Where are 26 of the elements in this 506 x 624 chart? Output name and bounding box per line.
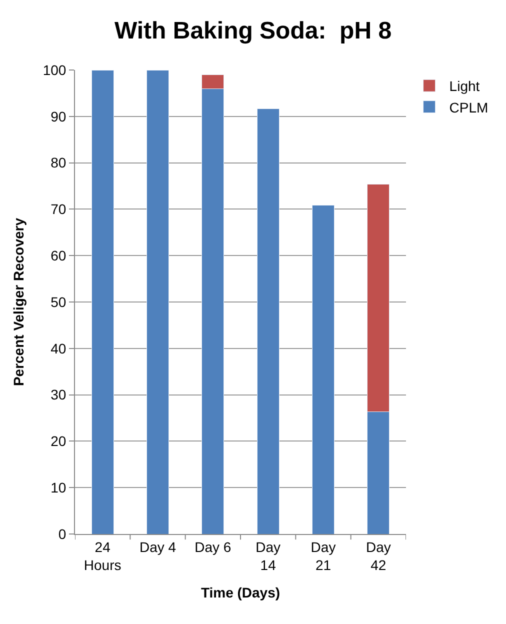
y-tick-label: 90 [50, 108, 66, 124]
y-tick-label: 70 [50, 201, 66, 218]
x-tick-label: Day 4 [139, 538, 176, 555]
chart-title: With Baking Soda: pH 8 [114, 18, 392, 45]
x-tick-label: Day 6 [194, 538, 232, 555]
legend-label: CPLM [449, 99, 488, 116]
y-tick-label: 40 [50, 340, 66, 356]
x-tick-label: Day 42 [366, 538, 391, 573]
y-tick-label: 60 [50, 248, 66, 264]
y-tick-label: 100 [42, 62, 66, 78]
bar [91, 70, 114, 534]
y-tick-label: 0 [58, 526, 66, 542]
y-tick-label: 10 [50, 480, 66, 496]
x-tick-label: Day 14 [256, 538, 281, 573]
y-tick-label: 20 [50, 433, 66, 450]
y-axis-title: Percent Veliger Recovery [10, 218, 26, 386]
bar [256, 108, 280, 534]
y-tick-label: 50 [50, 294, 66, 310]
bar [312, 204, 335, 534]
x-tick-label: Day 21 [310, 538, 336, 573]
x-tick-label: 24 Hours [84, 538, 122, 573]
y-tick-label: 30 [50, 386, 66, 403]
bar [146, 70, 170, 534]
legend-label: Light [449, 78, 480, 94]
x-axis-title: Time (Days) [200, 584, 280, 600]
y-tick-label: 80 [50, 154, 66, 171]
